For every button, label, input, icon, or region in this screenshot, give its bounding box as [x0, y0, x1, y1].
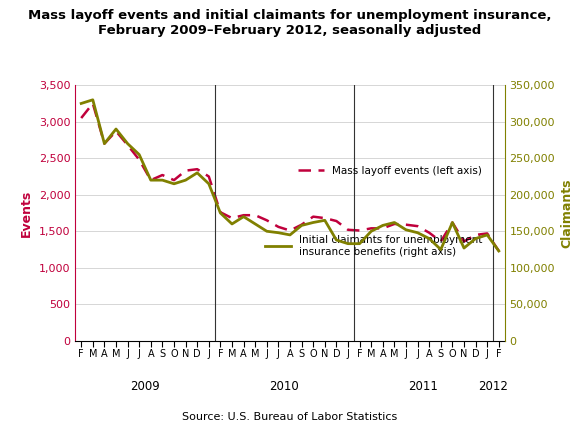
Legend: Initial claimants for unemployment
insurance benefits (right axis): Initial claimants for unemployment insur…	[260, 231, 487, 261]
Text: 2009: 2009	[130, 380, 160, 393]
Text: 2011: 2011	[408, 380, 438, 393]
Text: 2012: 2012	[478, 380, 508, 393]
Y-axis label: Claimants: Claimants	[561, 178, 574, 248]
Y-axis label: Events: Events	[20, 190, 34, 236]
Text: Source: U.S. Bureau of Labor Statistics: Source: U.S. Bureau of Labor Statistics	[182, 412, 398, 422]
Text: 2010: 2010	[269, 380, 299, 393]
Text: Mass layoff events and initial claimants for unemployment insurance,
February 20: Mass layoff events and initial claimants…	[28, 9, 552, 37]
